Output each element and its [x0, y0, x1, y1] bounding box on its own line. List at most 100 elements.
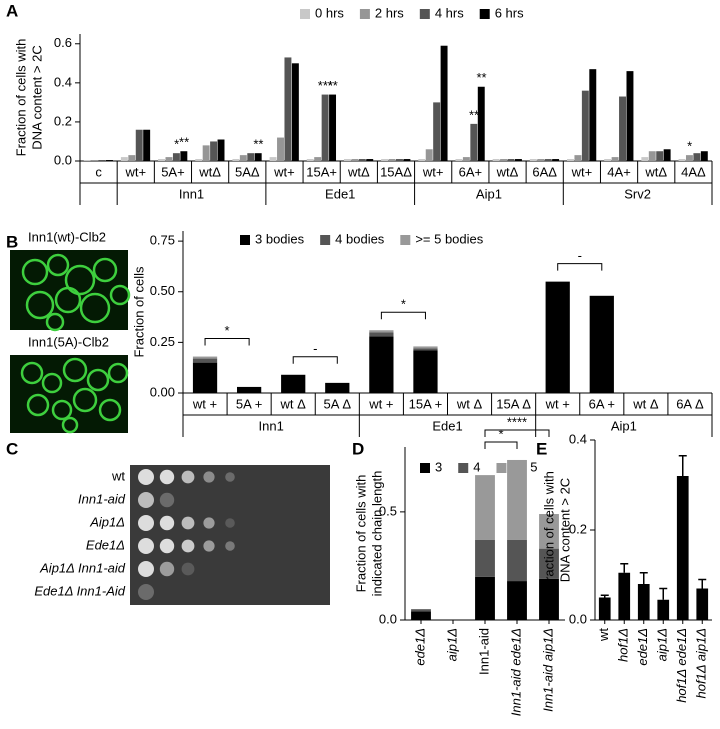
x-tick-label: 4A+: [607, 164, 631, 179]
x-tick-label: Inn1-aid: [476, 628, 491, 675]
bar: [135, 129, 143, 161]
bar: [618, 572, 631, 620]
spot: [138, 538, 154, 554]
spot: [181, 539, 195, 553]
bar: [529, 159, 537, 161]
bar: [696, 588, 709, 620]
bar: [210, 141, 218, 161]
bracket: [292, 356, 338, 364]
bar: [648, 151, 656, 161]
significance: **: [179, 135, 189, 150]
cell: [61, 416, 79, 434]
bar: [403, 159, 411, 161]
bar: [247, 153, 255, 161]
bar: [143, 129, 151, 161]
legend-label: 4 hrs: [435, 5, 464, 20]
bar-segment: [192, 362, 218, 393]
bar: [477, 86, 485, 161]
significance: *: [498, 426, 503, 441]
x-tick-label: wt Δ: [280, 396, 307, 411]
significance: -: [578, 248, 582, 263]
strain-label: Aip1Δ Inn1-aid: [39, 560, 126, 575]
bar: [195, 159, 203, 161]
panel-letter: C: [6, 439, 18, 458]
spot-assay-image: [130, 465, 330, 605]
bar: [180, 151, 188, 161]
bar: [514, 159, 522, 161]
cell: [54, 286, 82, 314]
bar: [388, 159, 396, 161]
significance: -: [313, 341, 317, 356]
x-tick-label: 15A +: [409, 396, 443, 411]
y-axis-label: Fraction of cells with: [353, 475, 368, 593]
bar-segment: [237, 386, 262, 393]
error-bar: [639, 572, 648, 584]
cell: [45, 312, 65, 332]
x-tick-label: 6A+: [459, 164, 483, 179]
spot: [159, 538, 175, 554]
spot: [203, 540, 215, 552]
group-label: Aip1: [476, 186, 502, 201]
cell: [64, 264, 96, 296]
cell: [41, 372, 63, 394]
x-tick-label: 6A Δ: [676, 396, 704, 411]
x-tick-label: aip1Δ: [655, 628, 670, 661]
x-tick-label: 6AΔ: [532, 164, 557, 179]
legend-label: >= 5 bodies: [415, 231, 483, 246]
legend-swatch: [496, 463, 507, 473]
significance: *: [174, 137, 179, 152]
spot: [225, 541, 235, 551]
group-label: Srv2: [624, 186, 651, 201]
x-tick-label: 5A Δ: [324, 396, 352, 411]
bar-segment: [411, 609, 431, 612]
bar-segment: [369, 336, 394, 393]
strain-label: Ede1Δ: [86, 537, 125, 552]
cell: [92, 257, 118, 283]
bar: [656, 151, 664, 161]
bar: [158, 159, 166, 161]
bar-segment: [507, 459, 527, 540]
bracket: [484, 429, 550, 437]
legend-swatch: [240, 235, 250, 245]
cell: [86, 368, 110, 392]
bar-segment: [507, 539, 527, 582]
spot: [181, 516, 195, 530]
error-bar: [620, 563, 629, 573]
micrograph-label: Inn1(5A)-Clb2: [28, 334, 109, 349]
spot: [159, 469, 175, 485]
cell: [109, 284, 131, 306]
legend-label: 4: [473, 459, 480, 474]
bar-segment: [475, 576, 495, 620]
bar-segment: [475, 539, 495, 577]
group-label: Inn1: [179, 186, 204, 201]
bar: [120, 157, 128, 161]
cell: [98, 398, 122, 422]
strain-label: Ede1Δ Inn1-Aid: [34, 583, 125, 598]
bar: [663, 149, 671, 161]
spot: [159, 515, 175, 531]
bar: [678, 159, 686, 161]
bar: [366, 159, 374, 161]
bar: [165, 157, 173, 161]
bar-segment: [539, 548, 559, 579]
legend-label: 6 hrs: [495, 5, 524, 20]
x-tick-label: hof1Δ aip1Δ: [694, 628, 709, 698]
bar: [492, 159, 500, 161]
y-tick-label: 0.2: [569, 521, 587, 536]
x-tick-label: wt +: [368, 396, 393, 411]
bar: [462, 157, 470, 161]
bracket: [557, 263, 603, 271]
significance: ***: [318, 78, 333, 93]
bar: [277, 137, 284, 161]
x-tick-label: aip1Δ: [444, 628, 459, 661]
significance: **: [476, 70, 486, 85]
error-bar: [678, 455, 687, 476]
y-axis-label: DNA content > 2C: [557, 478, 572, 582]
y-tick-label: 0.00: [150, 384, 175, 399]
bar: [604, 159, 612, 161]
bar: [321, 94, 329, 161]
bar: [254, 153, 262, 161]
bar-segment: [369, 332, 394, 337]
spot: [138, 469, 154, 485]
x-tick-label: wt +: [545, 396, 570, 411]
